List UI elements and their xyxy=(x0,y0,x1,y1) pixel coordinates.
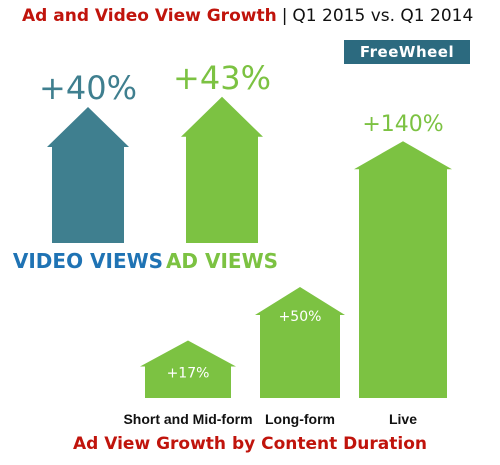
duration-category-label-2: Live xyxy=(389,411,417,427)
duration-data-label-0: +17% xyxy=(167,365,210,381)
bottom-chart-title: Ad View Growth by Content Duration xyxy=(73,434,427,454)
category-label-1: AD VIEWS xyxy=(166,249,278,273)
freewheel-logo: FreeWheel xyxy=(344,40,470,64)
title-separator: | xyxy=(281,6,288,26)
duration-bar-1 xyxy=(255,287,345,398)
bar-0 xyxy=(47,107,129,243)
data-label-1: +43% xyxy=(173,59,271,97)
duration-data-label-2: +140% xyxy=(362,112,443,137)
bar-1 xyxy=(181,96,263,243)
title-main: Ad and Video View Growth xyxy=(22,6,277,26)
duration-bar-0 xyxy=(140,340,236,398)
title-subtitle: Q1 2015 vs. Q1 2014 xyxy=(292,6,474,26)
duration-data-label-1: +50% xyxy=(279,309,322,325)
chart-title: Ad and Video View Growth | Q1 2015 vs. Q1 … xyxy=(22,6,492,34)
duration-category-label-0: Short and Mid-form xyxy=(123,411,252,427)
data-label-0: +40% xyxy=(39,69,137,107)
category-label-0: VIDEO VIEWS xyxy=(13,249,163,273)
duration-bar-2 xyxy=(354,141,452,398)
duration-category-label-1: Long-form xyxy=(265,411,335,427)
